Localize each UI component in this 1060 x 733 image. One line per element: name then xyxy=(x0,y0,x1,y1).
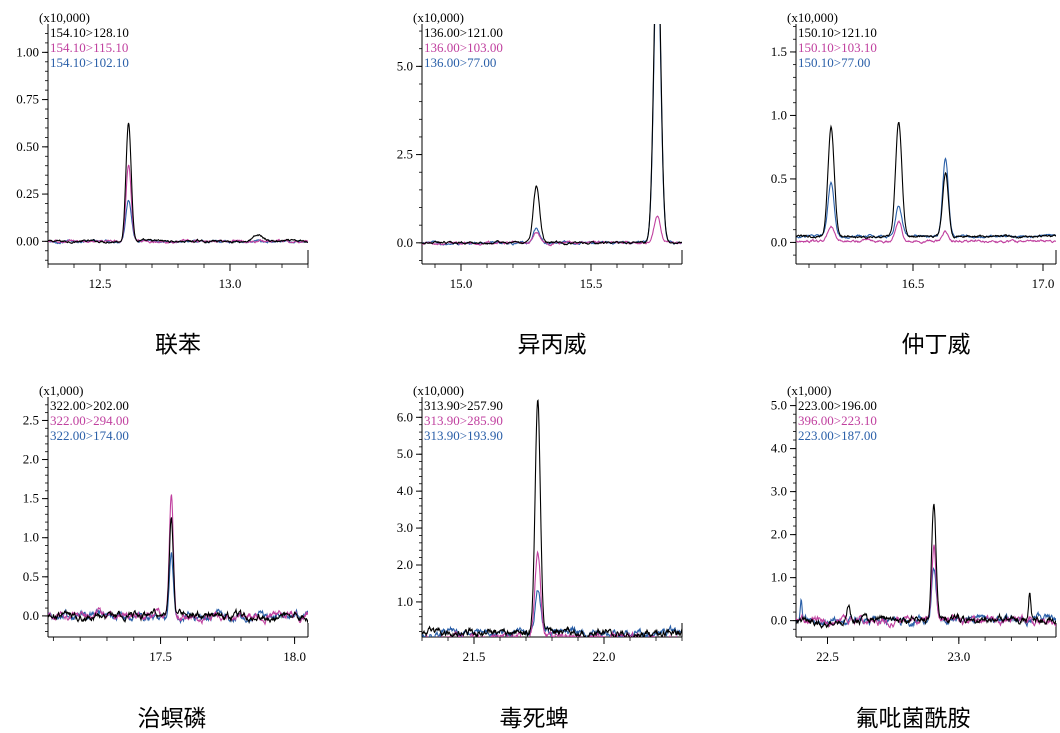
x-tick-label: 22.0 xyxy=(593,649,616,664)
panel-title: 联苯 xyxy=(155,332,201,358)
series-line-1 xyxy=(796,122,1056,240)
legend-entry-3: 154.10>102.10 xyxy=(50,55,129,70)
y-tick-label: 3.0 xyxy=(771,484,787,499)
y-tick-label: 0.0 xyxy=(397,235,413,250)
chart-panel-2: 0.02.55.015.0 15.5(x10,000)136.00>121.001… xyxy=(397,10,683,358)
scale-label: (x1,000) xyxy=(39,383,83,398)
series-line-3 xyxy=(48,552,308,625)
y-tick-label: 1.5 xyxy=(771,44,787,59)
y-tick-label: 0.0 xyxy=(771,613,787,628)
legend-entry-3: 223.00>187.00 xyxy=(798,428,877,443)
x-tick-label: 15.0 xyxy=(450,276,473,291)
y-tick-label: 0.0 xyxy=(23,608,39,623)
legend-entry-2: 322.00>294.00 xyxy=(50,413,129,428)
x-tick-label: 23.0 xyxy=(947,649,970,664)
legend-entry-1: 322.00>202.00 xyxy=(50,398,129,413)
x-tick-label: 22.5 xyxy=(816,649,839,664)
series-line-2 xyxy=(48,164,308,244)
series-line-1 xyxy=(422,399,682,637)
series-line-1 xyxy=(796,503,1056,629)
legend-entry-3: 136.00>77.00 xyxy=(424,55,496,70)
series-line-2 xyxy=(796,220,1056,245)
legend-entry-1: 154.10>128.10 xyxy=(50,25,129,40)
scale-label: (x10,000) xyxy=(787,10,838,25)
legend-entry-1: 223.00>196.00 xyxy=(798,398,877,413)
chart-panel-4: 0.00.51.01.52.02.517.5 18.0(x1,000)322.00… xyxy=(23,383,309,732)
y-tick-label: 0.50 xyxy=(16,139,39,154)
x-tick-label: 13.0 xyxy=(219,276,242,291)
y-tick-label: 0.0 xyxy=(771,234,787,249)
legend-entry-3: 150.10>77.00 xyxy=(798,55,870,70)
x-tick-label: 21.5 xyxy=(463,649,486,664)
legend-entry-2: 136.00>103.00 xyxy=(424,40,503,55)
series-line-3 xyxy=(422,590,682,637)
series-line-2 xyxy=(48,494,308,626)
x-tick-label: 17.5 xyxy=(149,649,172,664)
y-tick-label: 2.0 xyxy=(23,452,39,467)
y-tick-label: 0.75 xyxy=(16,92,39,107)
y-tick-label: 2.0 xyxy=(771,527,787,542)
legend-entry-2: 150.10>103.10 xyxy=(798,40,877,55)
panel-title: 异丙威 xyxy=(518,332,587,358)
y-tick-label: 0.00 xyxy=(16,233,39,248)
scale-label: (x10,000) xyxy=(39,10,90,25)
legend-entry-1: 313.90>257.90 xyxy=(424,398,503,413)
chart-panel-6: 0.01.02.03.04.05.022.5 23.0(x1,000)223.00… xyxy=(771,383,1057,732)
y-tick-label: 0.5 xyxy=(23,569,39,584)
y-tick-label: 0.5 xyxy=(771,171,787,186)
legend-entry-1: 136.00>121.00 xyxy=(424,25,503,40)
panel-title: 仲丁威 xyxy=(902,332,971,358)
scale-label: (x10,000) xyxy=(413,10,464,25)
series-line-1 xyxy=(48,517,308,625)
legend-entry-2: 313.90>285.90 xyxy=(424,413,503,428)
scale-label: (x10,000) xyxy=(413,383,464,398)
legend-entry-3: 313.90>193.90 xyxy=(424,428,503,443)
y-tick-label: 5.0 xyxy=(771,398,787,413)
x-tick-label: 12.5 xyxy=(89,276,112,291)
y-tick-label: 2.0 xyxy=(397,557,413,572)
y-tick-label: 1.00 xyxy=(16,44,39,59)
panel-title: 毒死蜱 xyxy=(500,706,569,729)
scale-label: (x1,000) xyxy=(787,383,831,398)
panel-title: 治螟磷 xyxy=(138,706,207,729)
legend-entry-1: 150.10>121.10 xyxy=(798,25,877,40)
series-line-2 xyxy=(425,550,678,637)
x-tick-label: 17.0 xyxy=(1032,276,1055,291)
y-tick-label: 1.0 xyxy=(771,107,787,122)
series-line-2 xyxy=(422,215,682,247)
chart-panel-3: 0.0 0.5 1.0 1.5 16.5 17.0 (x10,000)150.10>121.… xyxy=(771,10,1057,358)
x-tick-label: 15.5 xyxy=(580,276,603,291)
y-tick-label: 2.5 xyxy=(23,412,39,427)
chart-panel-5: 1.02.03.04.05.06.021.5 22.0(x10,000)313.9… xyxy=(397,383,683,732)
x-tick-label: 16.5 xyxy=(902,276,925,291)
y-tick-label: 1.0 xyxy=(397,594,413,609)
y-tick-label: 2.5 xyxy=(397,147,413,162)
y-tick-label: 5.0 xyxy=(397,58,413,73)
y-tick-label: 3.0 xyxy=(397,520,413,535)
x-tick-label: 18.0 xyxy=(283,649,306,664)
legend-entry-2: 396.00>223.10 xyxy=(798,413,877,428)
y-tick-label: 5.0 xyxy=(397,446,413,461)
series-line-1 xyxy=(422,24,682,246)
series-line-3 xyxy=(796,157,1056,240)
series-line-1 xyxy=(48,122,308,244)
series-line-3 xyxy=(48,199,308,245)
y-tick-label: 0.25 xyxy=(16,186,39,201)
y-tick-label: 4.0 xyxy=(397,483,413,498)
y-tick-label: 1.5 xyxy=(23,491,39,506)
y-tick-label: 1.0 xyxy=(23,530,39,545)
y-tick-label: 1.0 xyxy=(771,570,787,585)
legend-entry-3: 322.00>174.00 xyxy=(50,428,129,443)
panel-title: 氟吡菌酰胺 xyxy=(856,706,971,729)
series-line-2 xyxy=(796,544,1056,629)
y-tick-label: 4.0 xyxy=(771,441,787,456)
y-tick-label: 6.0 xyxy=(397,409,413,424)
legend-entry-2: 154.10>115.10 xyxy=(50,40,128,55)
